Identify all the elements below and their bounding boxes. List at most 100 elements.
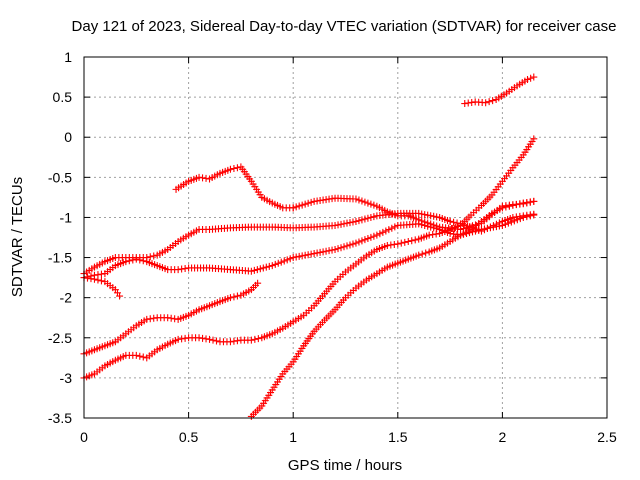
data-point [328,246,336,254]
data-point [349,240,357,248]
data-point [376,230,384,238]
data-point [251,335,259,343]
data-point [450,218,458,226]
data-point [433,213,441,221]
data-point [316,248,324,256]
data-point [313,249,321,257]
y-tick-label: 0.5 [53,89,73,105]
data-point [401,238,409,246]
data-point [367,200,375,208]
data-point [340,243,348,251]
data-point [404,238,412,246]
data-point [301,251,309,259]
x-tick-label: 0.5 [179,429,199,445]
y-tick-label: -1.5 [48,250,72,266]
data-point [411,236,419,244]
data-point [325,247,333,255]
data-point [280,257,288,265]
data-point [87,272,95,280]
data-point [355,238,363,246]
data-point [346,219,354,227]
data-point [364,199,372,207]
data-point [509,201,517,209]
data-point [495,222,503,230]
data-point [346,241,354,249]
data-point [415,251,423,259]
data-series [80,73,538,420]
data-point [505,202,513,210]
data-point [480,225,488,233]
data-point [304,199,312,207]
data-point [510,217,518,225]
data-point [367,233,375,241]
data-point [274,259,282,267]
data-point [340,220,348,228]
data-point [352,239,360,247]
data-point [489,223,497,231]
data-point [486,224,494,232]
x-tick-label: 1 [289,429,297,445]
data-point [370,232,378,240]
data-point [230,165,238,173]
data-point [97,277,105,285]
y-tick-label: -0.5 [48,169,72,185]
data-point [427,212,435,220]
data-point [355,217,363,225]
data-point [304,251,312,259]
data-point [418,250,426,258]
data-point [512,201,520,209]
y-axis-title: SDTVAR / TECUs [9,177,26,297]
x-tick-label: 2.5 [597,429,617,445]
data-point [519,213,527,221]
data-point [150,252,158,260]
data-point [498,221,506,229]
grid [84,57,607,418]
data-point [483,224,491,232]
data-point [334,221,342,229]
data-point [254,335,262,343]
data-point [136,256,144,264]
data-point [361,198,369,206]
data-point [230,293,238,301]
y-tick-label: -3.5 [48,410,72,426]
data-point [233,292,241,300]
data-point [477,225,485,233]
data-point [206,335,214,343]
data-point [358,197,366,205]
data-point [424,222,432,230]
series-7 [80,211,538,282]
data-point [226,294,234,302]
data-point [247,267,255,275]
data-point [295,252,303,260]
data-point [136,352,144,360]
data-point [421,211,429,219]
data-point [415,220,423,228]
data-point [337,244,345,252]
data-point [83,273,91,281]
data-point [247,336,255,344]
data-point [132,255,140,263]
data-point [139,257,147,265]
data-point [527,74,535,82]
data-point [397,239,405,247]
data-point [418,221,426,229]
data-point [259,264,267,272]
data-point [250,266,258,274]
data-point [132,351,140,359]
data-point [408,237,416,245]
data-point [430,224,438,232]
chart-title: Day 121 of 2023, Sidereal Day-to-day VTE… [72,18,617,35]
data-point [373,231,381,239]
data-point [268,262,276,270]
y-tick-label: -2 [60,290,73,306]
y-tick-label: 0 [64,129,72,145]
data-point [379,228,387,236]
data-point [516,200,524,208]
data-point [349,218,357,226]
data-point [253,266,261,274]
data-point [292,203,300,211]
data-point [343,219,351,227]
data-point [418,210,426,218]
data-point [125,257,133,265]
data-point [271,260,279,268]
